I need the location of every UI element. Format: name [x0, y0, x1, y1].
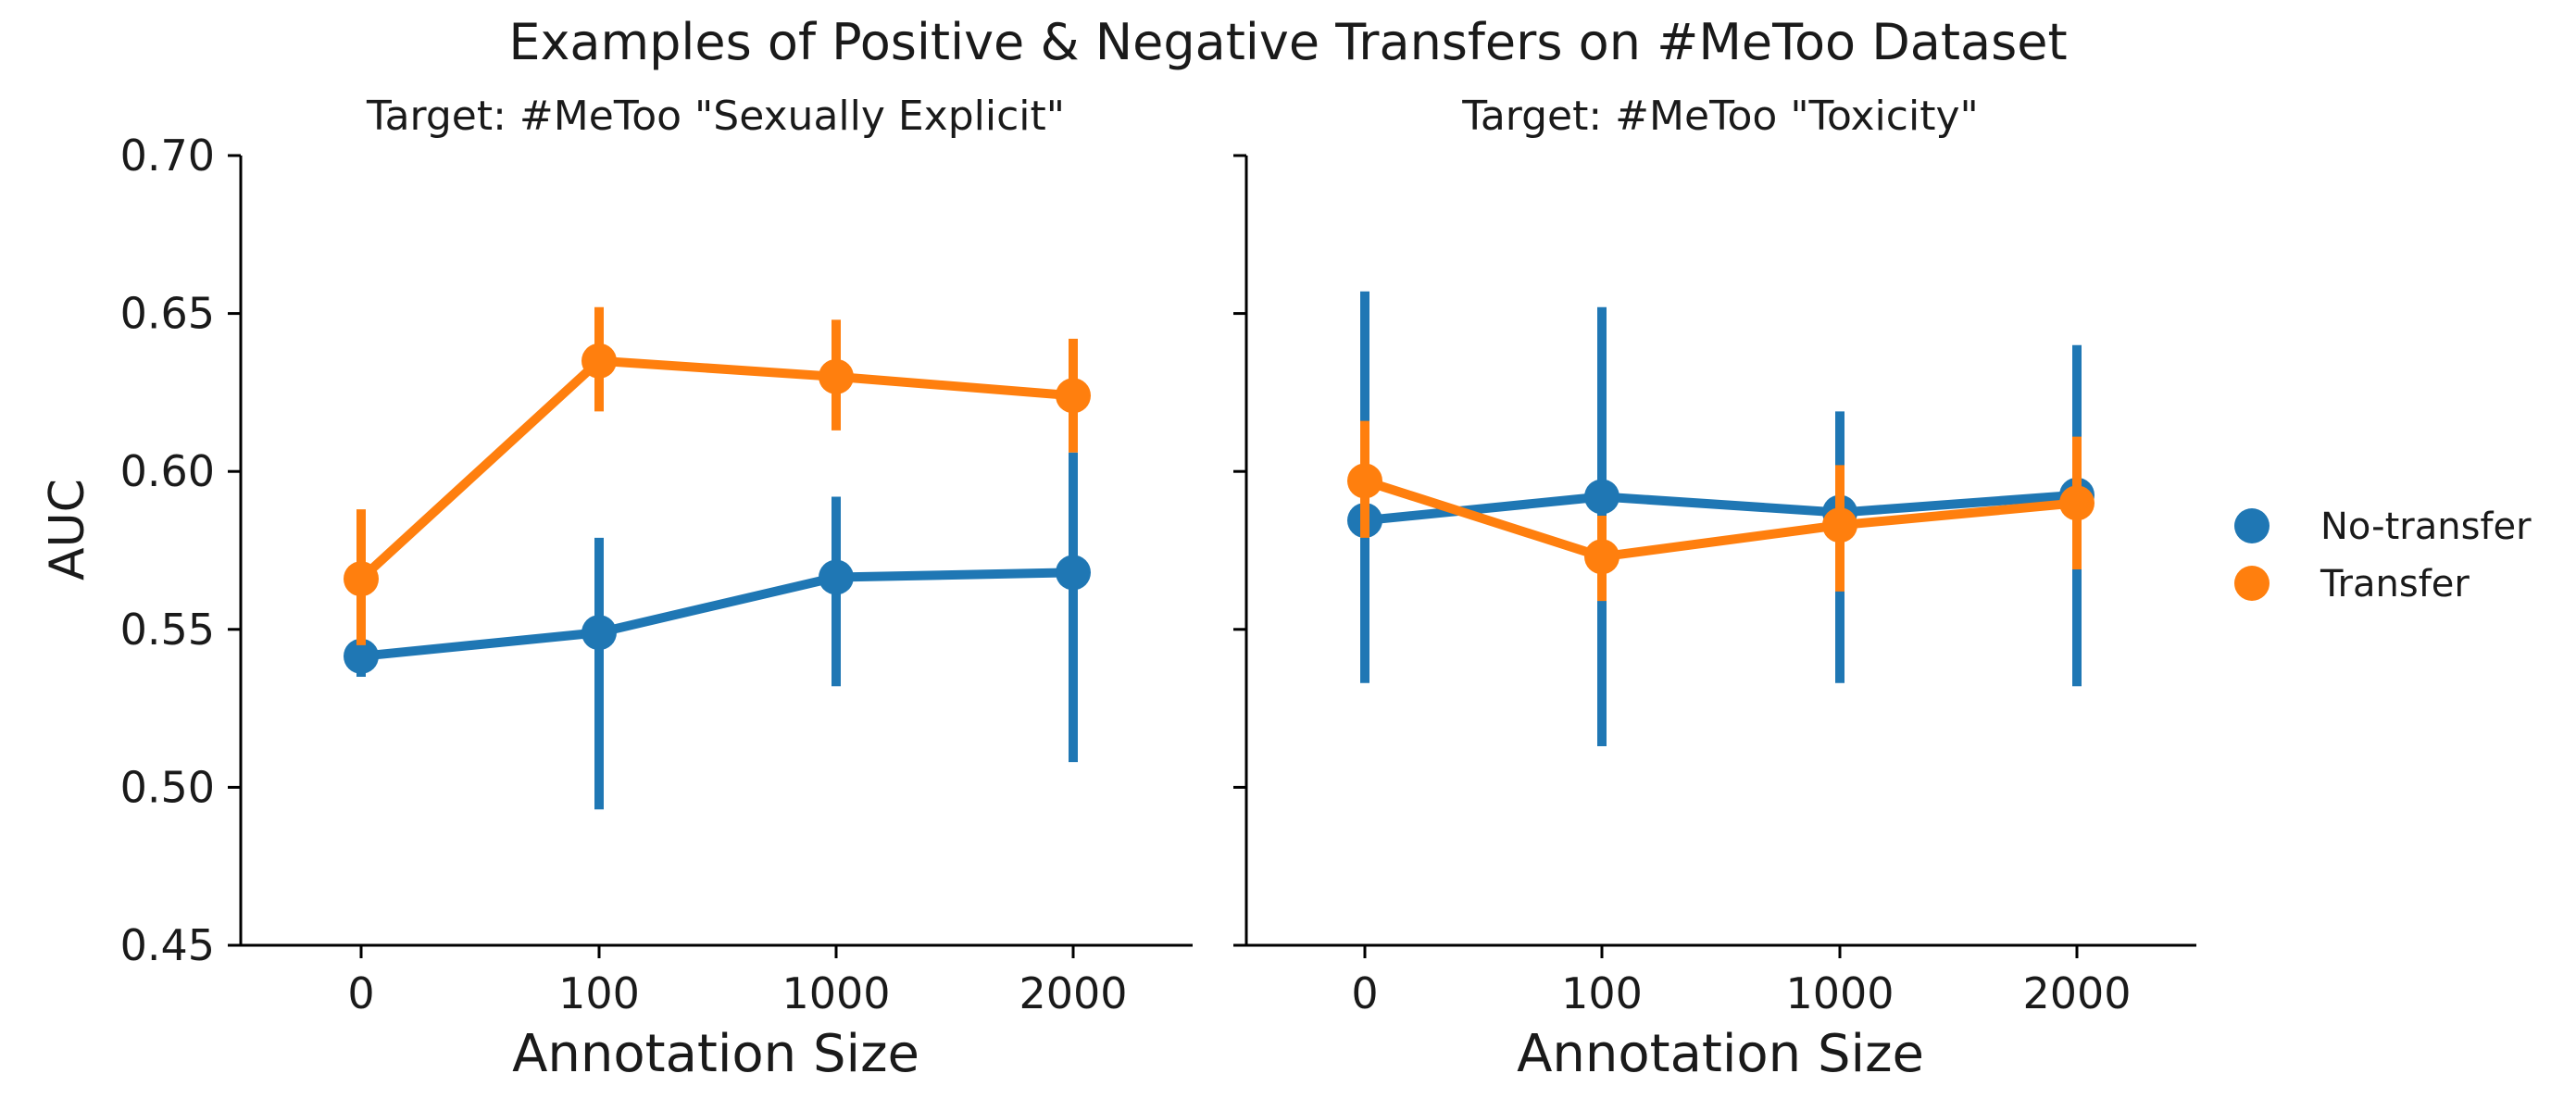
y-axis-label: AUC — [40, 479, 95, 580]
chart-title: Examples of Positive & Negative Transfer… — [508, 13, 2067, 71]
x-tick-label: 100 — [1561, 968, 1643, 1018]
panel-title: Target: #MeToo "Sexually Explicit" — [366, 93, 1065, 140]
y-tick-label: 0.70 — [120, 131, 215, 181]
series-no-transfer-point — [1584, 479, 1619, 515]
panel-toxicity: Target: #MeToo "Toxicity" Annotation Siz… — [1233, 93, 2196, 1084]
series-transfer-point — [1584, 539, 1619, 575]
y-ticks — [1233, 154, 1246, 947]
y-tick-label: 0.60 — [120, 446, 215, 496]
y-tick-label: 0.55 — [120, 605, 215, 655]
data-marks — [1347, 291, 2095, 747]
series-transfer — [344, 306, 1091, 645]
x-ticks: 0 100 1000 2000 — [347, 945, 1128, 1018]
series-no-transfer-line — [1364, 490, 2078, 526]
legend-label-transfer: Transfer — [2320, 563, 2470, 605]
y-ticks: 0.45 0.50 0.55 0.60 0.65 0.70 — [120, 131, 241, 970]
y-tick-label: 0.50 — [120, 762, 215, 812]
series-transfer-point — [1056, 378, 1091, 414]
x-tick-label: 0 — [347, 968, 374, 1018]
panel-sexually-explicit: Target: #MeToo "Sexually Explicit" Annot… — [120, 93, 1193, 1084]
y-tick-label: 0.65 — [120, 289, 215, 339]
legend-label-no-transfer: No-transfer — [2320, 506, 2532, 548]
x-tick-label: 1000 — [782, 968, 890, 1018]
series-transfer-point — [581, 343, 617, 379]
series-no-transfer-point — [819, 559, 854, 595]
x-tick-label: 2000 — [2022, 968, 2131, 1018]
series-transfer-point — [344, 561, 379, 597]
legend-marker-no-transfer — [2234, 508, 2270, 543]
series-transfer — [1347, 420, 2095, 602]
legend: No-transfer Transfer — [2234, 506, 2532, 605]
series-no-transfer-point — [1056, 555, 1091, 591]
series-no-transfer — [344, 452, 1091, 810]
x-tick-label: 1000 — [1785, 968, 1894, 1018]
legend-marker-transfer — [2234, 566, 2270, 601]
series-no-transfer-point — [581, 615, 617, 651]
series-no-transfer-point — [344, 638, 379, 674]
series-transfer-point — [2059, 485, 2095, 521]
series-transfer-point — [1822, 507, 1857, 543]
x-axis-label: Annotation Size — [512, 1024, 919, 1084]
series-transfer-line — [1363, 476, 2078, 562]
panel-axes — [239, 156, 1193, 947]
panel-title: Target: #MeToo "Toxicity" — [1461, 93, 1978, 140]
x-ticks: 0 100 1000 2000 — [1351, 945, 2132, 1018]
data-marks — [344, 306, 1091, 810]
x-tick-label: 2000 — [1019, 968, 1127, 1018]
y-tick-label: 0.45 — [120, 920, 215, 970]
series-transfer-point — [1347, 463, 1382, 499]
series-no-transfer — [1347, 291, 2095, 747]
panel-axes — [1244, 156, 2196, 947]
x-tick-label: 100 — [558, 968, 640, 1018]
series-transfer-point — [819, 358, 854, 394]
series-transfer-line — [357, 356, 1074, 582]
series-no-transfer-line — [360, 568, 1074, 661]
x-axis-label: Annotation Size — [1517, 1024, 1924, 1084]
x-tick-label: 0 — [1351, 968, 1378, 1018]
